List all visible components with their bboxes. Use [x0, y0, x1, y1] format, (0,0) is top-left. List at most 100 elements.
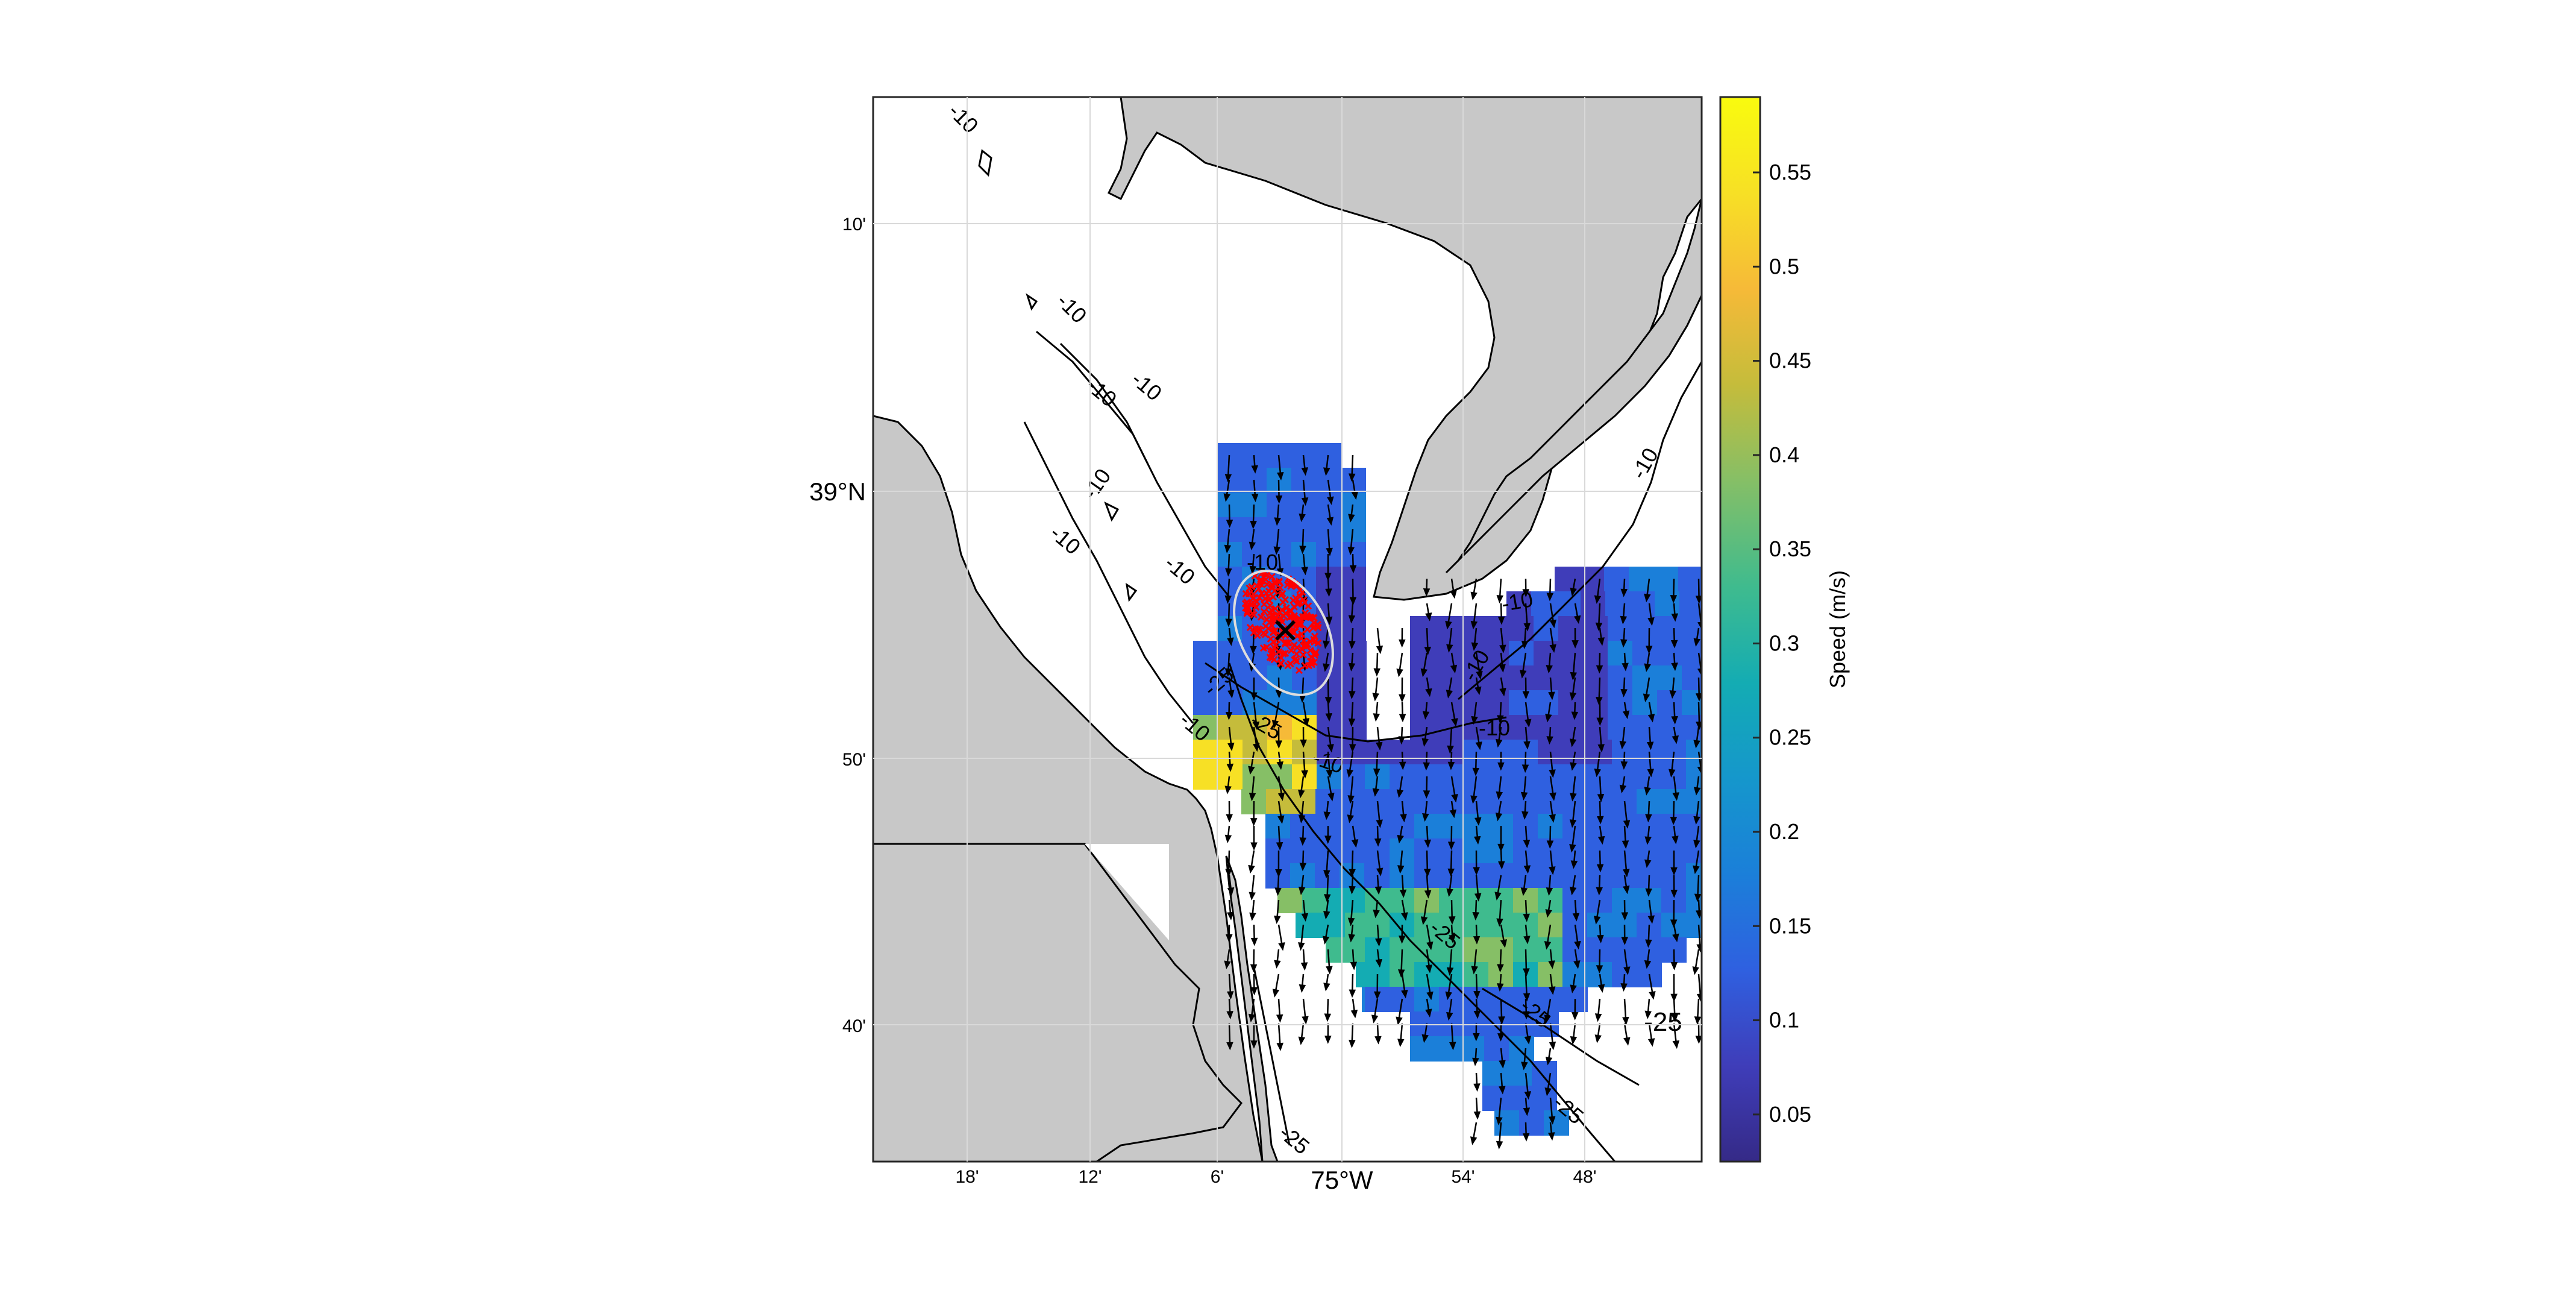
vector-head — [1597, 835, 1605, 845]
speed-cell — [1604, 567, 1629, 592]
vector-head — [1623, 885, 1630, 895]
vector-head — [1420, 668, 1428, 678]
colorbar-tick-label: 0.45 — [1769, 348, 1811, 373]
vector-head — [1544, 1014, 1551, 1024]
vector-head — [1620, 588, 1628, 597]
vector-head — [1594, 595, 1602, 604]
particle — [1246, 623, 1254, 632]
speed-cell — [1608, 665, 1633, 691]
particle — [1247, 600, 1255, 608]
vector-head — [1693, 816, 1700, 825]
vector-head — [1523, 913, 1530, 922]
vector-head — [1324, 894, 1331, 903]
vector-head — [1573, 960, 1581, 969]
vector-head — [1423, 588, 1431, 597]
vector-head — [1521, 1062, 1528, 1071]
vector-head — [1425, 964, 1433, 974]
vector-head — [1225, 618, 1232, 628]
vector-head — [1226, 520, 1233, 528]
vector-head — [1299, 863, 1307, 872]
particle — [1262, 622, 1270, 631]
vector-head — [1523, 623, 1531, 632]
release-point-marker: ✕ — [1271, 612, 1300, 651]
contour-10-west-2 — [1023, 421, 1194, 724]
particle — [1271, 627, 1279, 635]
vector-head — [1572, 913, 1580, 922]
speed-cell — [1193, 641, 1218, 666]
lat-tick-50: 50' — [842, 750, 866, 770]
vector-head — [1545, 909, 1552, 918]
vector-head — [1226, 814, 1233, 823]
drifter-particle-cloud — [1241, 569, 1322, 675]
vector-head — [1670, 889, 1678, 898]
colorbar-tick-label: 0.5 — [1769, 254, 1799, 278]
particle — [1270, 656, 1278, 664]
vector-head — [1251, 493, 1259, 503]
vector-head — [1524, 1036, 1532, 1045]
vector-head — [1548, 986, 1556, 995]
vector-head — [1349, 691, 1356, 700]
speed-cell — [1558, 641, 1584, 666]
particle — [1271, 580, 1279, 588]
vector-head — [1571, 711, 1579, 720]
colorbar-tick-label: 0.2 — [1769, 819, 1799, 844]
particle — [1300, 596, 1308, 603]
vector-head — [1224, 960, 1231, 969]
vector-head — [1498, 861, 1505, 870]
speed-cell — [1218, 641, 1243, 666]
colorbar-tick-label: 0.4 — [1769, 442, 1799, 467]
vector-head — [1252, 721, 1260, 731]
lat-tick-40: 40' — [842, 1016, 866, 1036]
speed-cell — [1534, 715, 1559, 740]
speed-cell — [1341, 764, 1367, 790]
vector-head — [1224, 668, 1232, 677]
vector-head — [1224, 834, 1232, 843]
vector-head — [1298, 789, 1305, 799]
vector-head — [1522, 691, 1530, 700]
vector-head — [1593, 916, 1601, 925]
vector-head — [1250, 818, 1258, 826]
vector-head — [1398, 736, 1406, 745]
lon-tick-6: 6' — [1211, 1167, 1224, 1187]
vector-head — [1424, 839, 1431, 848]
speed-cell — [1509, 616, 1534, 641]
vector-head — [1620, 688, 1628, 697]
vector-head — [1643, 693, 1650, 702]
vector-head — [1449, 1042, 1456, 1051]
vector-head — [1693, 740, 1700, 749]
vector-head — [1546, 665, 1553, 674]
vector-head — [1500, 939, 1508, 948]
vector-head — [1695, 596, 1702, 604]
particle — [1279, 650, 1287, 658]
vector-head — [1248, 1013, 1256, 1023]
vector-head — [1451, 794, 1458, 803]
vector-head — [1570, 1036, 1578, 1045]
vector-head — [1350, 961, 1358, 970]
contour-25-south — [1482, 987, 1640, 1086]
vector-head — [1574, 940, 1581, 950]
vector-head — [1446, 967, 1454, 976]
vector-head — [1426, 941, 1434, 951]
speed-cell — [1583, 616, 1608, 641]
vector-head — [1596, 864, 1604, 873]
particle — [1298, 630, 1306, 638]
vector-head — [1672, 792, 1679, 801]
contour-10-west-3 — [1059, 342, 1149, 465]
vector-head — [1596, 697, 1603, 705]
vector-head — [1227, 887, 1235, 896]
vector-head — [1622, 840, 1629, 849]
vector-head — [1447, 761, 1455, 770]
speed-cell — [1583, 665, 1608, 691]
vector-head — [1450, 590, 1457, 599]
lon-tick-12: 12' — [1078, 1167, 1102, 1187]
colorbar-tick-label: 0.25 — [1769, 725, 1811, 750]
vector-head — [1423, 790, 1431, 799]
speed-cell — [1532, 1061, 1557, 1086]
particle — [1279, 628, 1286, 635]
land-east-coast — [1445, 198, 1702, 574]
speed-cell — [1410, 690, 1435, 716]
speed-cell — [1657, 641, 1682, 666]
vector-head — [1623, 1037, 1631, 1046]
vector-head — [1274, 960, 1281, 969]
vector-head — [1644, 663, 1651, 672]
